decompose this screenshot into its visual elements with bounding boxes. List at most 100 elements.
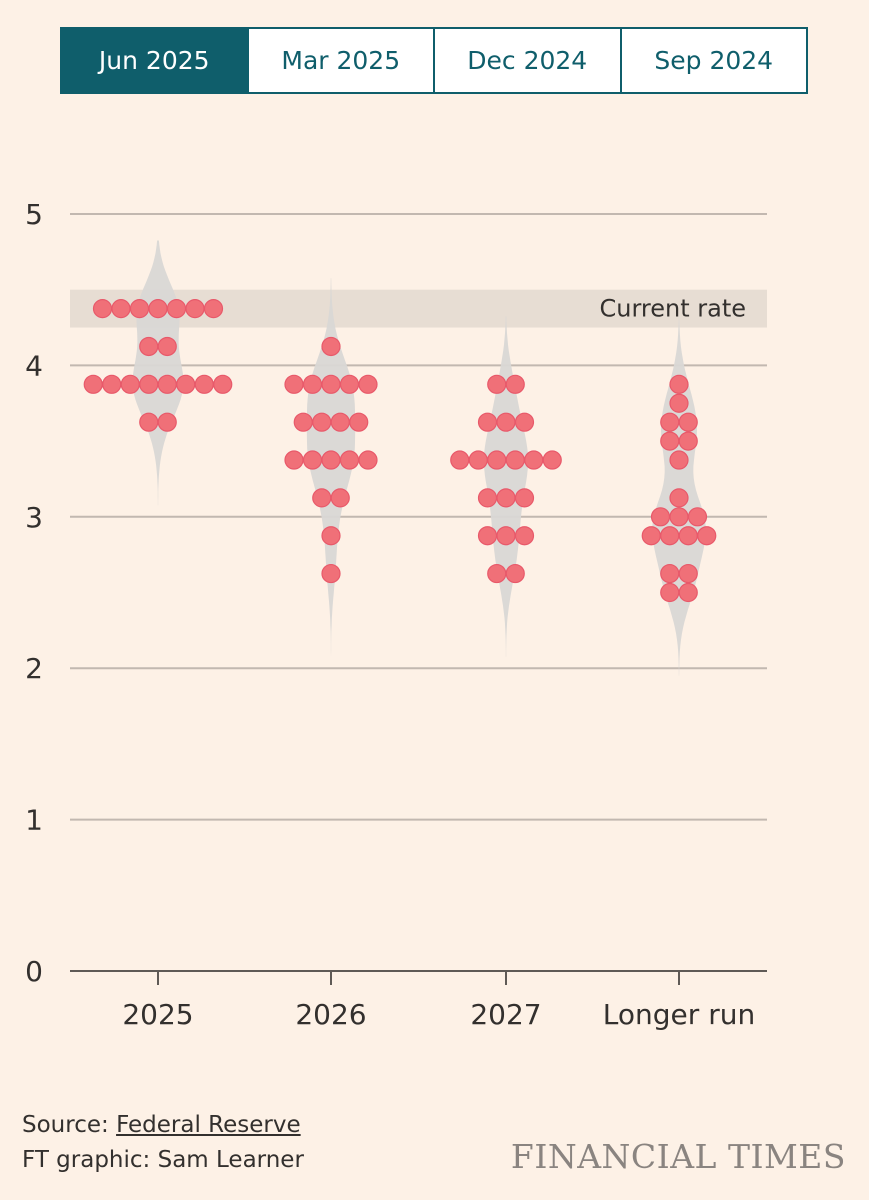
projection-dot (487, 563, 507, 584)
projection-dot (157, 374, 177, 394)
projection-dot (129, 299, 150, 319)
projection-dot (321, 374, 341, 394)
projection-dot (669, 393, 689, 413)
projection-dot (157, 336, 177, 357)
projection-dot (477, 412, 498, 432)
projection-dot (477, 526, 498, 546)
projection-dot (92, 299, 113, 319)
projection-dot (660, 412, 680, 432)
projection-dot (312, 412, 332, 432)
y-tick-label: 0 (25, 955, 43, 988)
y-tick-label: 3 (25, 501, 43, 534)
projection-dot (505, 374, 525, 394)
x-tick-label: 2027 (470, 998, 541, 1031)
projection-dot (660, 563, 680, 584)
projection-dot (514, 526, 535, 546)
projection-dot (321, 526, 341, 546)
x-tick-label: 2025 (122, 998, 193, 1031)
projection-dot (505, 450, 525, 470)
projection-dot (293, 412, 313, 432)
graphic-credit: FT graphic: Sam Learner (22, 1147, 304, 1173)
projection-dot (514, 488, 535, 508)
y-tick-label: 5 (25, 198, 43, 231)
source-line: Source: Federal Reserve (22, 1108, 304, 1143)
projection-dot (111, 299, 131, 319)
y-tick-label: 2 (25, 652, 43, 685)
projection-dot (349, 412, 369, 432)
projection-dot (524, 450, 544, 470)
projection-dot (139, 336, 159, 357)
projection-dot (302, 450, 323, 470)
projection-dot (157, 412, 177, 432)
projection-dot (166, 299, 187, 319)
dot-plot-chart: Current rate 0 1 2 3 4 5 2025 2026 2027 Longer ru… (25, 198, 767, 1031)
projection-dot (669, 507, 689, 527)
projection-dot (697, 526, 717, 546)
tab-sep-2024[interactable]: Sep 2024 (619, 29, 806, 92)
y-tick-label: 1 (25, 804, 43, 837)
projection-dot (358, 374, 378, 394)
projection-dot (213, 374, 233, 394)
projection-dot (203, 299, 224, 319)
projection-dot (496, 488, 516, 508)
projection-dot (650, 507, 671, 527)
projection-dot (505, 563, 525, 584)
x-tick-label: Longer run (603, 998, 755, 1031)
projection-dot (687, 507, 708, 527)
projection-dot (302, 374, 323, 394)
projection-dot (83, 374, 103, 394)
projection-dot (660, 582, 680, 603)
projection-dot (678, 563, 698, 584)
projection-dot (321, 450, 341, 470)
projection-dot (148, 299, 168, 319)
projection-dot (176, 374, 196, 394)
projection-dot (641, 526, 661, 546)
tab-jun-2025[interactable]: Jun 2025 (62, 29, 247, 92)
tab-mar-2025[interactable]: Mar 2025 (246, 29, 433, 92)
projection-dot (468, 450, 488, 470)
x-tick-label: 2026 (295, 998, 366, 1031)
projection-dot (330, 488, 350, 508)
tab-dec-2024[interactable]: Dec 2024 (433, 29, 620, 92)
projection-dot (487, 374, 507, 394)
projection-dot (514, 412, 535, 432)
projection-dot (542, 450, 562, 470)
current-rate-label: Current rate (599, 295, 746, 323)
violin-2025 (132, 240, 184, 506)
projection-dot (194, 374, 214, 394)
projection-dot (678, 582, 698, 603)
projection-dot (669, 450, 689, 470)
projection-dot (185, 299, 205, 319)
projection-dot (660, 431, 680, 451)
source-prefix: Source: (22, 1112, 117, 1138)
projection-dot (139, 374, 159, 394)
projection-dot (321, 336, 341, 357)
projection-dot (450, 450, 470, 470)
projection-dot (496, 412, 516, 432)
projection-dot (487, 450, 507, 470)
projection-dot (678, 526, 698, 546)
footer: Source: Federal Reserve FT graphic: Sam … (22, 1108, 304, 1178)
source-link[interactable]: Federal Reserve (116, 1112, 301, 1138)
projection-dot (477, 488, 498, 508)
projection-dot (139, 412, 159, 432)
projection-dot (284, 450, 304, 470)
projection-dot (678, 412, 698, 432)
projection-dot (284, 374, 304, 394)
projection-dot (678, 431, 698, 451)
ft-logo: FINANCIAL TIMES (510, 1137, 846, 1176)
projection-dot (321, 563, 341, 584)
projection-dot (496, 526, 516, 546)
date-tabs: Jun 2025 Mar 2025 Dec 2024 Sep 2024 (60, 27, 808, 94)
projection-dot (339, 450, 360, 470)
projection-dot (102, 374, 122, 394)
projection-dot (120, 374, 140, 394)
y-tick-label: 4 (25, 349, 43, 382)
projection-dot (330, 412, 350, 432)
projection-dot (660, 526, 680, 546)
projection-dot (312, 488, 332, 508)
projection-dot (669, 488, 689, 508)
violin-2027 (483, 316, 529, 657)
projection-dot (339, 374, 360, 394)
projection-dot (669, 374, 689, 394)
